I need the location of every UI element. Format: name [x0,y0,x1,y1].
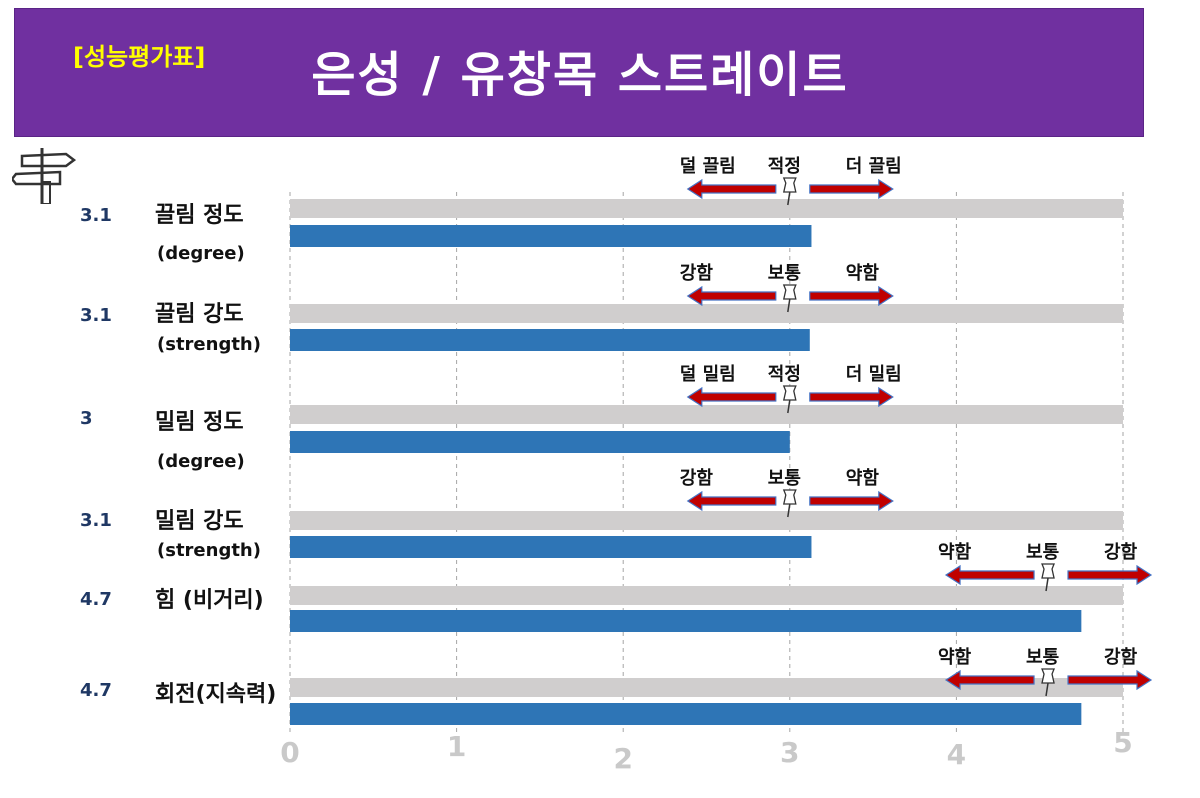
value-bar [290,610,1082,632]
score-label: 3.1 [80,205,112,226]
pushpin-icon [1041,668,1055,697]
arrow-left [686,490,777,512]
category-label: 밀림 정도 [155,410,244,435]
pushpin-icon [1041,563,1055,592]
x-tick-label: 2 [613,742,632,775]
category-label: 끌림 강도 [155,302,244,327]
arrow-right [1067,669,1153,691]
track-bar [290,586,1123,605]
scale-left-label: 약함 [938,647,972,668]
scale-left-label: 덜 밀림 [679,364,736,385]
scale-left-label: 강함 [679,468,713,489]
scale-mid-label: 적정 [767,156,801,177]
pushpin-icon [782,385,797,414]
scale-right-label: 더 밀림 [845,364,902,385]
pushpin-icon [782,177,797,206]
scale-mid-label: 적정 [767,364,801,385]
x-tick-label: 4 [947,738,966,771]
value-bar [290,431,790,453]
scale-right-label: 강함 [1104,542,1138,563]
track-bar [290,304,1123,323]
signpost-icon [12,148,76,204]
arrow-right [809,386,894,408]
scale-left-label: 약함 [938,542,972,563]
value-bar [290,329,810,351]
score-label: 3 [80,408,93,429]
scale-left-label: 덜 끌림 [679,156,736,177]
category-label: 끌림 정도 [155,203,244,228]
track-bar [290,678,1123,697]
value-bar [290,536,812,558]
category-label: 회전(지속력) [155,682,277,707]
arrow-right [809,178,894,200]
scale-mid-label: 보통 [767,468,801,489]
track-bar [290,199,1123,218]
scale-left-label: 강함 [679,263,713,284]
x-tick-label: 5 [1113,726,1132,759]
arrow-left [686,178,777,200]
score-label: 3.1 [80,510,112,531]
arrow-left [686,285,777,307]
category-sublabel: (degree) [157,243,245,264]
scale-mid-label: 보통 [1026,647,1060,668]
track-bar [290,405,1123,424]
arrow-left [944,564,1035,586]
scale-mid-label: 보통 [767,263,801,284]
pushpin-icon [782,284,797,313]
arrow-right [809,285,894,307]
header-banner: [성능평가표] 은성 / 유창목 스트레이트 [14,8,1144,137]
scale-right-label: 약함 [845,263,879,284]
score-label: 4.7 [80,680,112,701]
category-sublabel: (strength) [157,540,261,561]
category-label: 힘 (비거리) [155,588,264,613]
scale-right-label: 더 끌림 [845,156,902,177]
track-bar [290,511,1123,530]
header-tag: [성능평가표] [73,43,206,71]
category-sublabel: (strength) [157,334,261,355]
score-label: 3.1 [80,305,112,326]
arrow-left [686,386,777,408]
value-bar [290,225,812,247]
scale-mid-label: 보통 [1026,542,1060,563]
pushpin-icon [782,489,797,518]
x-tick-label: 3 [780,736,799,769]
arrow-right [809,490,894,512]
x-tick-label: 1 [447,730,466,763]
x-tick-label: 0 [280,736,299,769]
page-title: 은성 / 유창목 스트레이트 [311,47,849,103]
category-sublabel: (degree) [157,451,245,472]
score-label: 4.7 [80,589,112,610]
scale-right-label: 약함 [845,468,879,489]
arrow-left [944,669,1035,691]
value-bar [290,703,1082,725]
arrow-right [1067,564,1153,586]
category-label: 밀림 강도 [155,509,244,534]
scale-right-label: 강함 [1104,647,1138,668]
